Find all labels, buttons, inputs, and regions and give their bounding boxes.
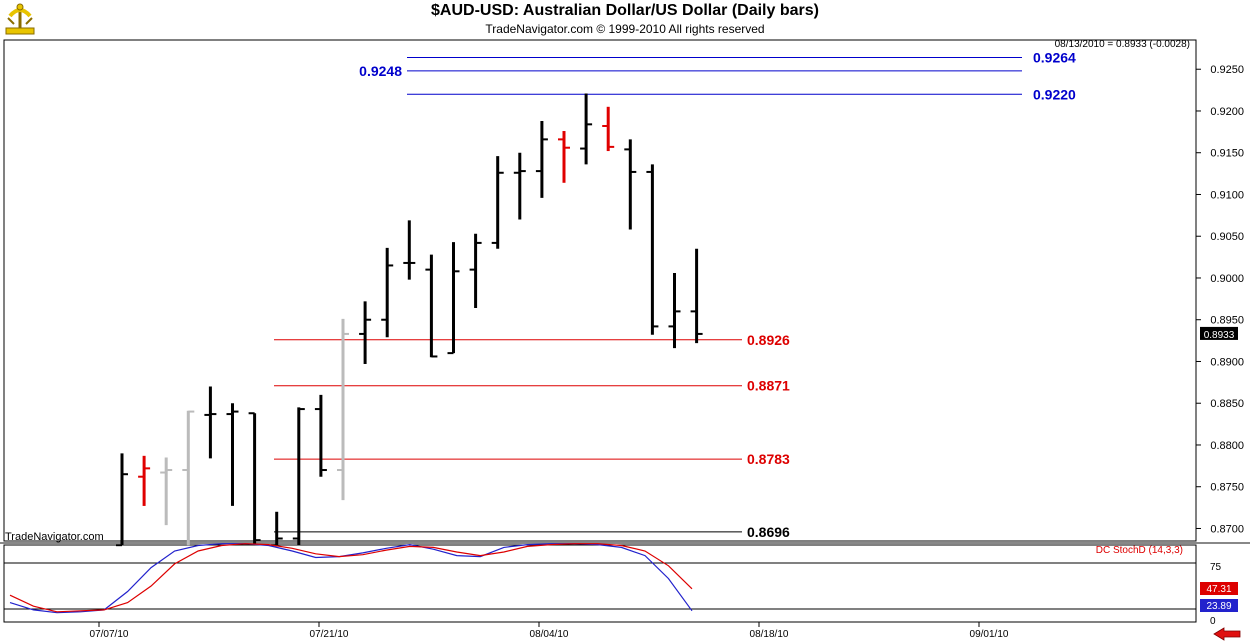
level-label: 0.9248 [359,63,402,79]
last-price-label: 0.8933 [1204,330,1235,341]
x-tick-label: 08/04/10 [530,629,569,640]
y-tick-label: 0.9100 [1210,189,1244,201]
stochastic-blue-value-badge [1200,599,1238,612]
x-tick-label: 07/07/10 [90,629,129,640]
level-label: 0.9264 [1033,50,1076,66]
level-label: 0.8696 [747,524,790,540]
y-tick-label: 0.8800 [1210,440,1244,452]
stochastic-title: DC StochD (14,3,3) [1096,545,1183,556]
y-tick-label: 0.8900 [1210,356,1244,368]
stochastic-y-tick-label: 75 [1210,562,1222,573]
trade-navigator-logo-icon [5,3,35,35]
watermark-text: TradeNavigator.com [5,531,104,543]
stochastic-red-line [9,543,693,613]
stochastic-panel-frame [3,544,1197,623]
x-tick-label: 08/18/10 [750,629,789,640]
y-tick-label: 0.8750 [1210,482,1244,494]
copyright-subtitle: TradeNavigator.com © 1999-2010 All right… [485,22,765,36]
level-label: 0.8783 [747,451,790,467]
y-tick-label: 0.9150 [1210,148,1244,160]
y-tick-label: 0.8850 [1210,398,1244,410]
y-tick-label: 0.9050 [1210,231,1244,243]
stochastic-y-tick-label: 0 [1210,616,1216,627]
scroll-left-arrow-icon[interactable] [1212,627,1242,641]
level-label: 0.8926 [747,332,790,348]
y-tick-label: 0.9250 [1210,64,1244,76]
last-price-badge [1200,326,1238,340]
y-tick-label: 0.8950 [1210,315,1244,327]
chart-title: $AUD-USD: Australian Dollar/US Dollar (D… [431,2,819,19]
level-label: 0.8871 [747,378,790,394]
level-label: 0.9220 [1033,86,1076,102]
y-tick-label: 0.8700 [1210,523,1244,535]
status-readout: 08/13/2010 = 0.8933 (-0.0028) [1055,39,1190,50]
x-tick-label: 07/21/10 [310,629,349,640]
y-tick-label: 0.9000 [1210,273,1244,285]
stochastic-red-value-badge [1200,582,1238,595]
stochastic-blue-value: 23.89 [1206,601,1231,612]
x-tick-label: 09/01/10 [970,629,1009,640]
stochastic-red-value: 47.31 [1206,584,1231,595]
price-panel-frame [3,39,1197,542]
y-tick-label: 0.9200 [1210,106,1244,118]
